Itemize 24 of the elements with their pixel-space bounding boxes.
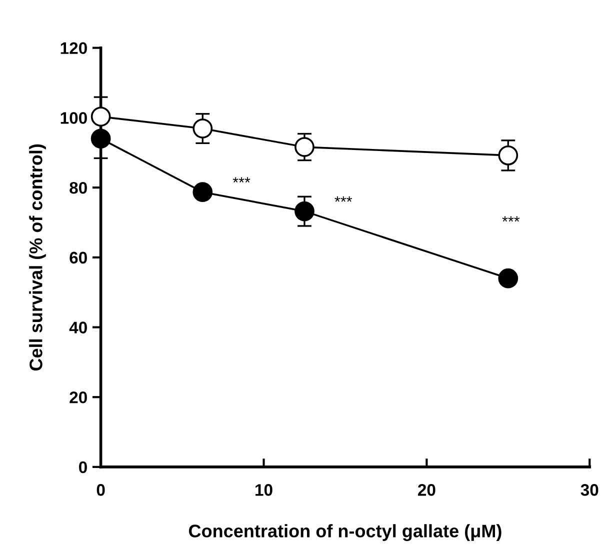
x-tick-label: 10	[256, 484, 272, 496]
point	[90, 128, 111, 149]
y-tick-label: 20	[70, 392, 87, 404]
y-tick-label: 60	[70, 252, 87, 264]
x-axis-title: Concentration of n-octyl gallate (μM)	[188, 524, 502, 542]
point	[294, 137, 314, 157]
x-tick-label: 30	[580, 484, 598, 496]
y-tick-label: 120	[60, 42, 87, 54]
x-tick-label: 20	[418, 484, 436, 496]
y-axis-title: Cell survival (% of control)	[29, 144, 46, 371]
annotation: ***	[334, 196, 352, 202]
point	[90, 106, 111, 127]
y-tick-label: 100	[60, 112, 87, 124]
annotation: ***	[232, 177, 250, 183]
point	[192, 182, 213, 202]
point	[498, 268, 518, 288]
point	[192, 118, 213, 138]
x-tick-label: 0	[96, 484, 105, 496]
y-tick-label: 80	[70, 182, 87, 194]
point	[294, 201, 314, 222]
annotation: ***	[502, 216, 520, 222]
point	[498, 145, 518, 166]
y-tick-label: 40	[69, 322, 87, 334]
y-tick-label: 0	[79, 461, 87, 474]
